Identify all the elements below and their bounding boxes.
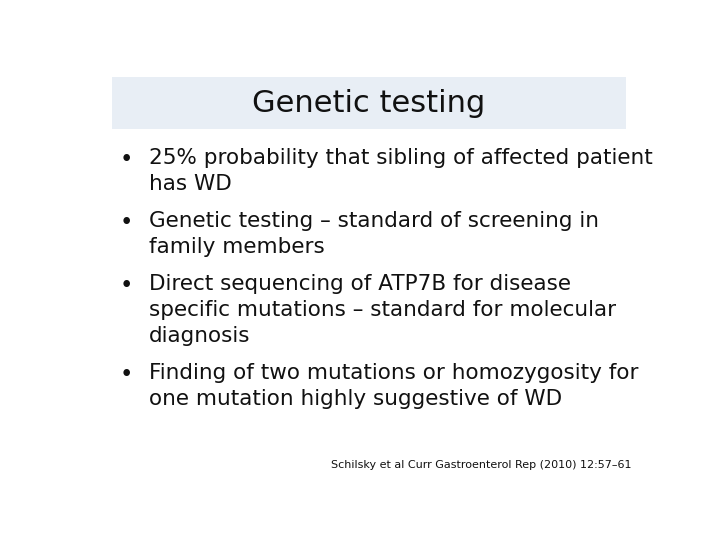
Text: Genetic testing – standard of screening in: Genetic testing – standard of screening …	[148, 211, 598, 231]
Text: •: •	[120, 148, 133, 171]
Text: has WD: has WD	[148, 174, 231, 194]
Text: one mutation highly suggestive of WD: one mutation highly suggestive of WD	[148, 389, 562, 409]
Text: family members: family members	[148, 237, 324, 257]
Text: Genetic testing: Genetic testing	[253, 89, 485, 118]
Text: diagnosis: diagnosis	[148, 326, 250, 346]
Text: •: •	[120, 363, 133, 386]
Text: specific mutations – standard for molecular: specific mutations – standard for molecu…	[148, 300, 616, 320]
Text: •: •	[120, 211, 133, 234]
Text: Finding of two mutations or homozygosity for: Finding of two mutations or homozygosity…	[148, 363, 638, 383]
FancyBboxPatch shape	[112, 77, 626, 129]
Text: 25% probability that sibling of affected patient: 25% probability that sibling of affected…	[148, 148, 652, 168]
Text: •: •	[120, 274, 133, 298]
Text: Schilsky et al Curr Gastroenterol Rep (2010) 12:57–61: Schilsky et al Curr Gastroenterol Rep (2…	[330, 460, 631, 470]
Text: Direct sequencing of ATP7B for disease: Direct sequencing of ATP7B for disease	[148, 274, 570, 294]
